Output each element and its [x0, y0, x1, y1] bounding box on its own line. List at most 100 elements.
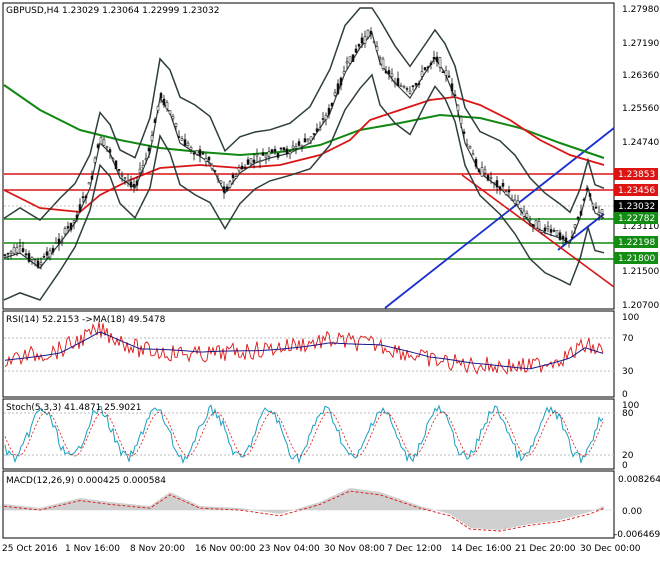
candle-body	[423, 67, 427, 71]
stoch-pane[interactable]	[2, 398, 615, 470]
candle-body	[243, 167, 247, 169]
candle-body	[408, 90, 412, 94]
time-label: 1 Nov 16:00	[65, 544, 120, 554]
candle-body	[258, 160, 262, 163]
candle-body	[63, 228, 67, 235]
candle-body	[255, 154, 259, 157]
candle-body	[108, 149, 112, 153]
candle-body	[87, 182, 91, 185]
candle-body	[372, 41, 376, 43]
candle-body	[585, 188, 589, 191]
candle-body	[357, 43, 361, 47]
stoch-layer	[4, 404, 614, 465]
candle-body	[90, 176, 94, 180]
candle-body	[147, 147, 151, 152]
candle-body	[462, 131, 466, 134]
price-badge	[614, 252, 658, 264]
candle-body	[597, 211, 601, 215]
candle-body	[189, 147, 193, 150]
stoch-axis: 100 80 20 0	[622, 401, 639, 471]
candle-body	[282, 147, 286, 151]
candle-body	[327, 107, 331, 115]
candle-body	[174, 123, 178, 127]
candle-body	[573, 224, 577, 228]
candle-body	[495, 180, 499, 188]
candle-body	[594, 206, 598, 209]
time-label: 8 Nov 20:00	[130, 544, 185, 554]
candle-body	[267, 151, 271, 157]
candle-body	[339, 77, 343, 86]
candle-body	[138, 168, 142, 173]
stoch-tick: 100	[622, 401, 639, 411]
candle-body	[51, 247, 55, 253]
price-layer	[3, 7, 615, 309]
candle-body	[333, 92, 337, 96]
price-badge-label: 1.22782	[618, 214, 655, 224]
candle-body	[396, 78, 400, 87]
candle-body	[129, 181, 133, 188]
candle-body	[231, 174, 235, 179]
candle-body	[99, 137, 103, 145]
candle-body	[207, 156, 211, 161]
rsi-label: RSI(14) 52.2153 ->MA(18) 49.5478	[6, 315, 166, 325]
candle-body	[201, 152, 205, 155]
price-badge-label: 1.21800	[618, 254, 655, 264]
stoch-main-line	[4, 404, 604, 465]
candle-body	[153, 119, 157, 124]
price-badge	[614, 212, 658, 224]
candle-body	[72, 220, 76, 223]
rsi-tick: 70	[622, 334, 634, 344]
trend-line-blue	[557, 213, 605, 251]
rsi-pane[interactable]	[2, 310, 615, 398]
candle-body	[60, 240, 64, 243]
macd-layer	[3, 488, 614, 532]
candle-body	[561, 236, 565, 240]
candle-body	[426, 66, 430, 69]
candle-body	[513, 199, 517, 204]
candle-body	[273, 149, 277, 152]
candle-body	[276, 153, 280, 158]
candle-body	[570, 236, 574, 239]
candle-body	[444, 70, 448, 76]
candle-body	[546, 226, 550, 230]
price-badge	[614, 184, 658, 196]
main-pane[interactable]	[2, 2, 615, 310]
candle-body	[195, 150, 199, 155]
candle-body	[264, 154, 268, 158]
candle-body	[477, 169, 481, 172]
price-tick: 1.26360	[622, 71, 659, 81]
candle-body	[168, 110, 172, 115]
candle-body	[57, 238, 61, 245]
candle-body	[474, 159, 478, 167]
price-badge-label: 1.23032	[618, 202, 655, 212]
candle-body	[120, 174, 124, 177]
candle-body	[318, 127, 322, 130]
stoch-tick: 0	[622, 461, 628, 471]
candle-body	[81, 196, 85, 199]
rsi-axis: 100 70 30 0	[622, 313, 639, 400]
candle-body	[363, 36, 367, 44]
macd-axis: 0.008264 0.00 -0.006469	[614, 475, 660, 540]
price-tick: 1.24740	[622, 138, 659, 148]
candle-body	[450, 83, 454, 92]
candle-body	[126, 180, 130, 183]
candle-body	[543, 227, 547, 232]
bollinger-lower	[3, 73, 605, 301]
time-label: 16 Nov 00:00	[195, 544, 256, 554]
candle-body	[171, 116, 175, 120]
candle-body	[117, 169, 121, 171]
candle-body	[135, 180, 139, 186]
candle-body	[306, 138, 310, 141]
candle-body	[114, 160, 118, 170]
price-tick: 1.20700	[622, 301, 659, 311]
candle-body	[309, 136, 313, 141]
price-tick: 1.27190	[622, 39, 659, 49]
rsi-tick: 30	[622, 367, 634, 377]
candle-body	[459, 116, 463, 124]
stoch-label: Stoch(5,3,3) 41.4871 25.9021	[6, 403, 141, 413]
candle-body	[141, 164, 145, 169]
candle-body	[330, 102, 334, 107]
candle-body	[75, 214, 79, 220]
